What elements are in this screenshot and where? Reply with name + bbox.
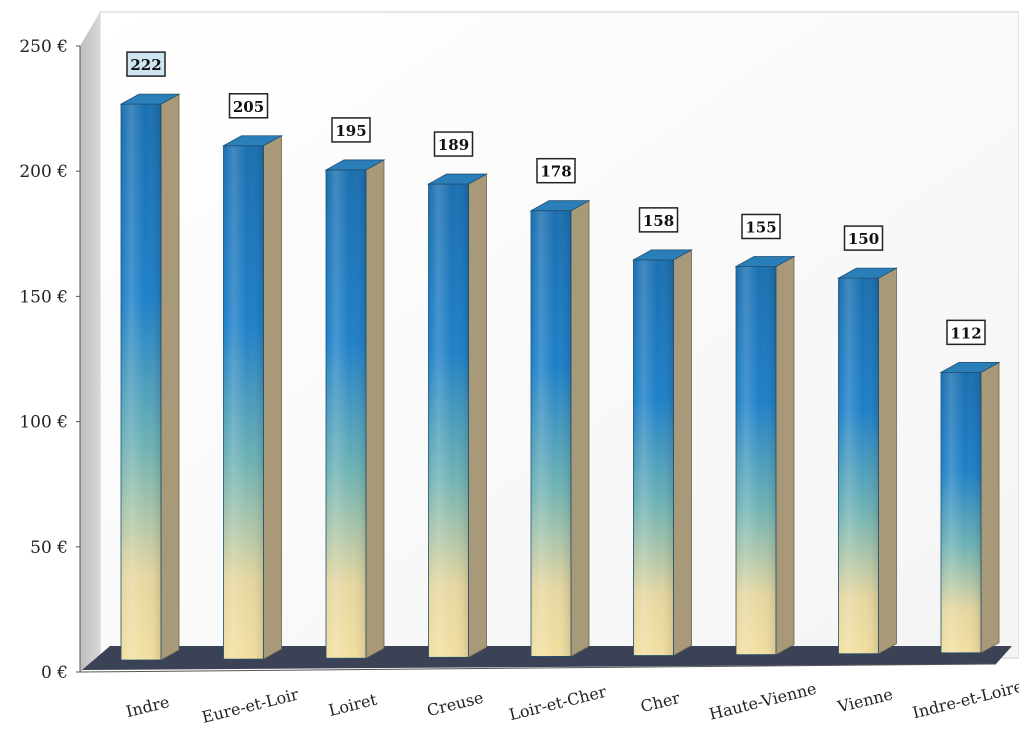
bar-cap [221, 135, 284, 147]
bar-cap [939, 361, 1001, 373]
y-axis: 0 € 50 € 100 € 150 € 200 € 250 € [19, 37, 80, 683]
y-tick-label: 150 € [19, 287, 68, 307]
bar [529, 200, 591, 658]
chart-side-wall [80, 12, 100, 672]
data-label-text: 178 [540, 163, 571, 181]
bar [221, 135, 284, 660]
bar-highlight [326, 169, 366, 659]
data-label: 112 [946, 319, 986, 346]
y-tick-label: 0 € [41, 663, 68, 683]
data-label-text: 189 [438, 136, 469, 154]
bar-cap [631, 249, 694, 261]
y-tick-label: 100 € [19, 413, 68, 433]
x-tick-label: Eure-et-Loir [200, 685, 301, 727]
bar-cap [426, 173, 489, 185]
x-tick-label: Cher [639, 688, 682, 716]
y-tick-label: 250 € [19, 37, 68, 57]
bar-side [878, 267, 897, 655]
data-label: 222 [126, 51, 166, 77]
data-label: 178 [536, 157, 576, 184]
bar-highlight [736, 266, 776, 655]
bar-cap [836, 267, 899, 279]
data-label-box [228, 93, 269, 119]
data-label-box [536, 157, 576, 184]
bar-cap [324, 159, 386, 171]
bar-highlight [633, 259, 674, 656]
bar-highlight [838, 278, 879, 654]
bar-highlight [531, 210, 571, 657]
x-tick-label: Loir-et-Cher [507, 682, 608, 725]
data-label-text: 222 [130, 56, 161, 74]
bar-side [570, 200, 590, 658]
y-tick-label: 200 € [19, 162, 68, 182]
data-label-box [331, 117, 371, 143]
bar [631, 249, 694, 657]
data-label: 189 [433, 131, 474, 157]
bar [836, 267, 899, 655]
data-label-box [946, 319, 986, 346]
x-tick-label: Haute-Vienne [707, 679, 818, 724]
y-tick-label: 50 € [30, 538, 68, 558]
bar-highlight [941, 372, 981, 653]
x-axis: Indre Eure-et-Loir Loiret Creuse Loir-et-Che… [124, 677, 1019, 727]
bar-highlight [428, 184, 469, 658]
data-label-box [741, 213, 781, 240]
bar-cap [119, 93, 181, 105]
bar [324, 159, 386, 659]
data-label: 158 [638, 207, 679, 233]
bar-side [673, 249, 692, 657]
x-axis-line [79, 663, 997, 673]
data-labels: 222 205 195 189 178 158 155 150 112 [126, 51, 986, 346]
data-label-text: 205 [233, 98, 264, 116]
bar [119, 93, 181, 661]
data-label: 150 [843, 225, 884, 251]
bar-side [775, 255, 795, 656]
bar-side [980, 361, 1000, 654]
data-label-text: 112 [950, 324, 981, 342]
data-label: 195 [331, 117, 371, 143]
data-label: 155 [741, 213, 781, 240]
bar-side [160, 93, 180, 661]
x-tick-label: Loiret [327, 690, 380, 720]
x-tick-label: Creuse [425, 688, 485, 720]
data-label: 205 [228, 93, 269, 119]
bars [119, 93, 1001, 661]
data-label-text: 155 [745, 218, 776, 236]
bar [426, 173, 489, 658]
x-tick-label: Indre-et-Loire [910, 677, 1019, 723]
data-label-box [126, 51, 166, 77]
bar-cap [734, 256, 796, 267]
data-label-box [638, 207, 679, 233]
data-label-text: 158 [643, 212, 674, 230]
bar-side [468, 173, 487, 658]
data-label-box [843, 225, 884, 251]
data-label-text: 150 [848, 230, 879, 248]
bar-highlight [223, 145, 264, 660]
data-label-box [433, 131, 474, 157]
bar [734, 255, 796, 656]
x-tick-label: Indre [124, 692, 171, 721]
bar-side [263, 135, 282, 660]
x-tick-label: Vienne [835, 684, 895, 716]
bar-side [365, 159, 385, 659]
bar-highlight [121, 104, 161, 660]
bar [939, 361, 1001, 654]
data-label-text: 195 [335, 122, 366, 140]
bar-cap [529, 200, 591, 212]
